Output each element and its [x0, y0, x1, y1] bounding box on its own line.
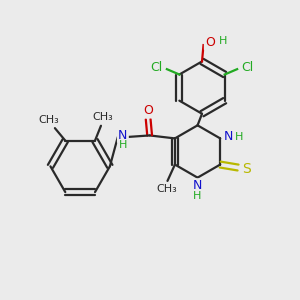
Text: CH₃: CH₃: [157, 184, 177, 194]
Text: N: N: [118, 129, 128, 142]
Text: CH₃: CH₃: [92, 112, 113, 122]
Text: Cl: Cl: [150, 61, 163, 74]
Text: S: S: [242, 162, 251, 176]
Text: O: O: [143, 104, 153, 117]
Text: N: N: [224, 130, 233, 143]
Text: N: N: [193, 179, 202, 193]
Text: H: H: [234, 132, 243, 142]
Text: CH₃: CH₃: [38, 115, 59, 125]
Text: Cl: Cl: [242, 61, 254, 74]
Text: O: O: [205, 36, 215, 49]
Text: H: H: [194, 191, 202, 201]
Text: H: H: [119, 140, 127, 150]
Text: H: H: [219, 36, 227, 46]
